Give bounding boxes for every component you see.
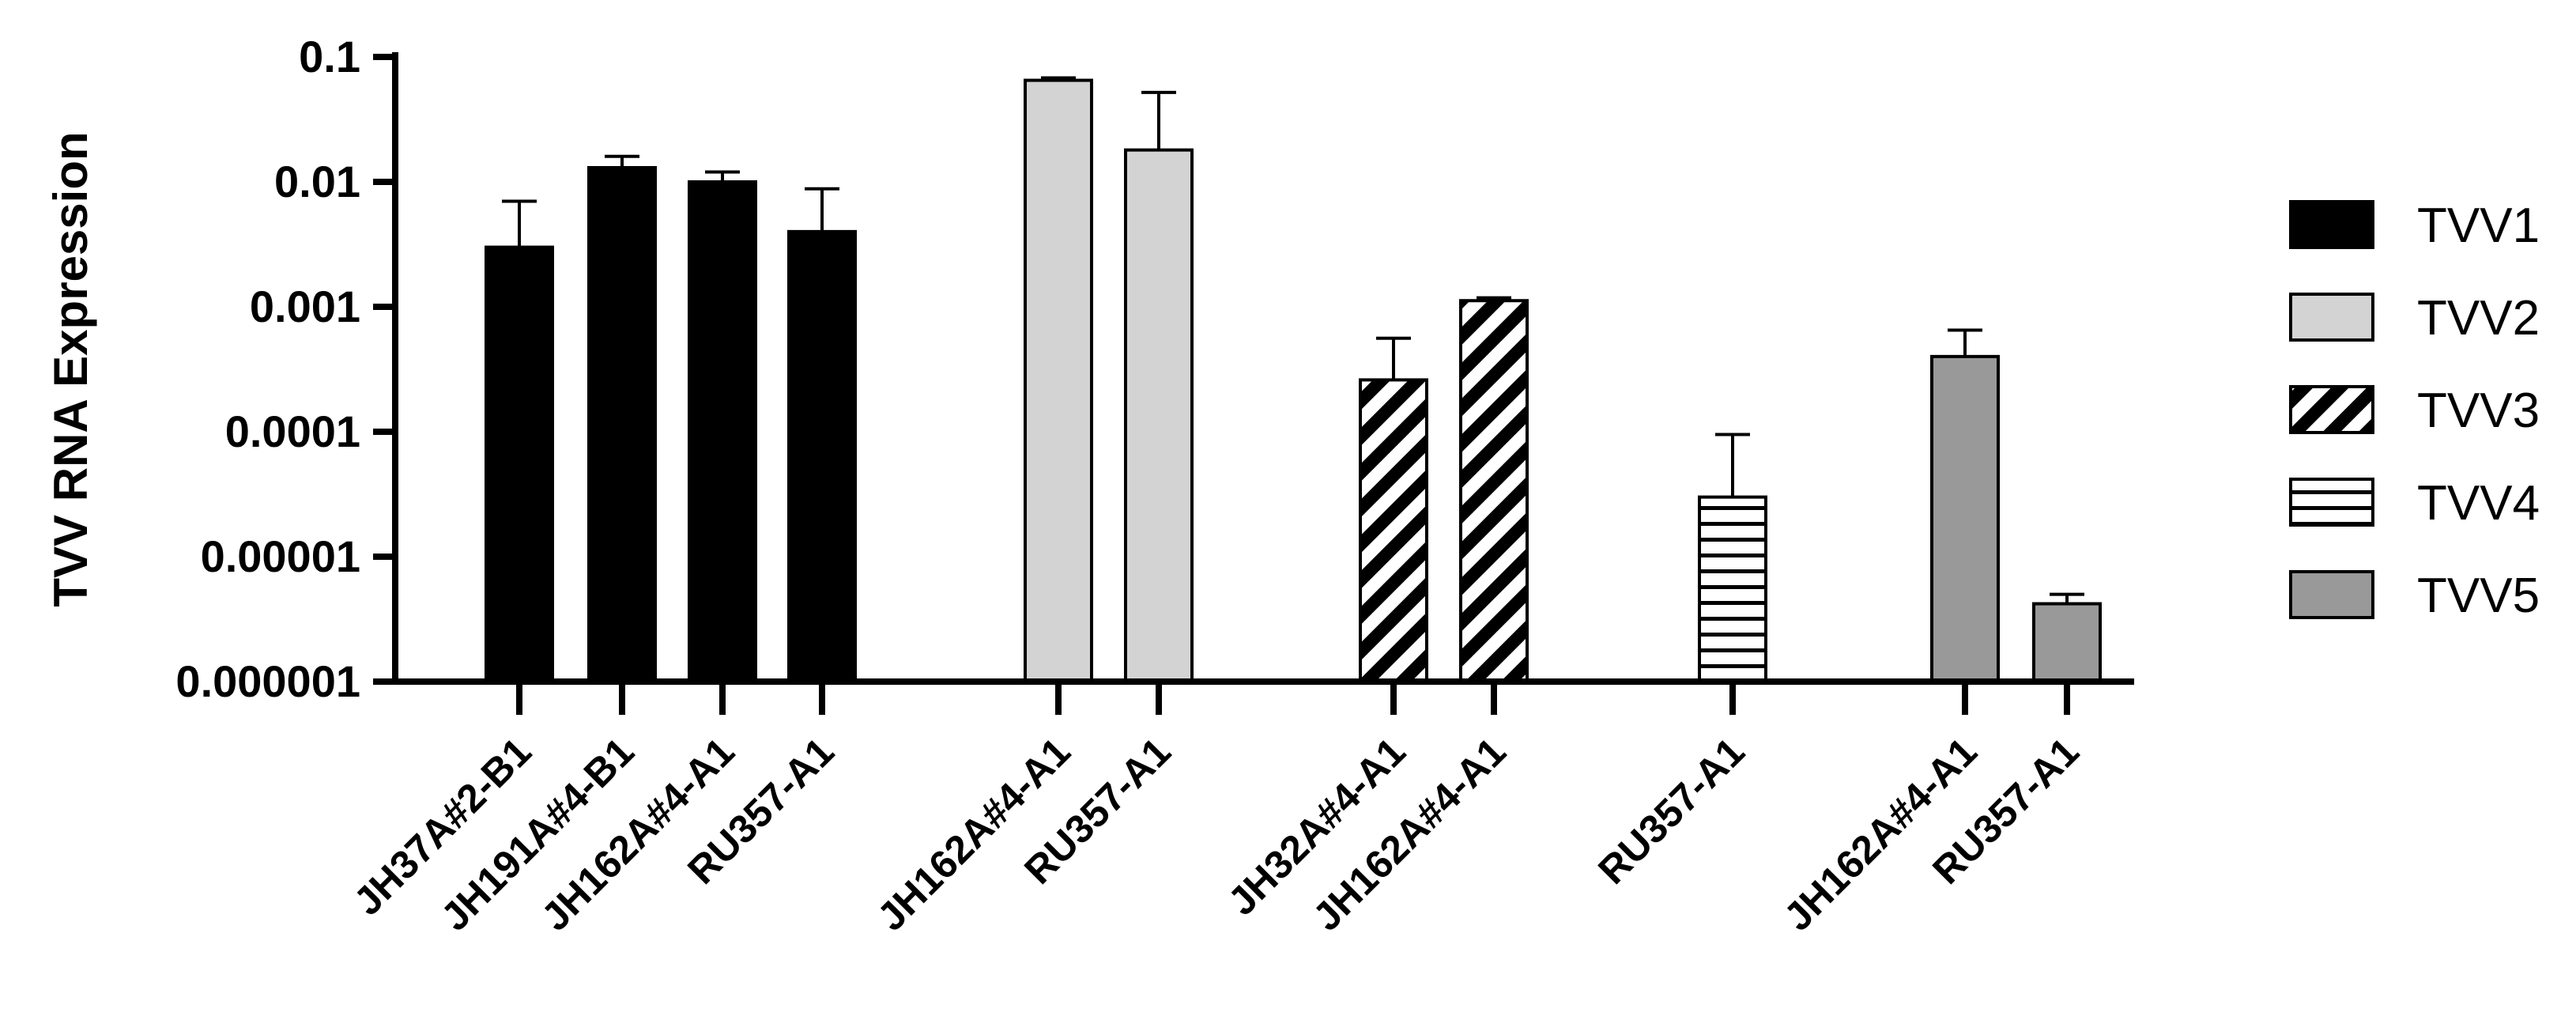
bar-tvv4-ru357-a1	[1698, 495, 1767, 684]
legend: TVV1 TVV2 TVV3 TVV4 TVV5	[2289, 198, 2540, 623]
bar-tvv3-jh32a-4-a1	[1359, 378, 1428, 683]
legend-label-tvv1: TVV1	[2417, 198, 2540, 253]
y-tick-label: 0.01	[274, 157, 360, 206]
y-tick-label: 0.000001	[175, 656, 360, 706]
bar-tvv5-jh162a-4-a1	[1930, 354, 2000, 683]
legend-label-tvv3: TVV3	[2417, 384, 2540, 438]
bar-tvv1-jh162a-4-a1	[688, 180, 757, 683]
plot-area: 0.1 0.01 0.001 0.0001 0.00001 0.000001 TVV RNA…	[44, 32, 2134, 939]
x-tick-label: JH37A#2-B1	[345, 729, 540, 924]
legend-swatch-tvv4	[2289, 478, 2374, 527]
legend-swatch-tvv5	[2289, 570, 2374, 619]
bar-tvv5-ru357-a1	[2032, 602, 2102, 683]
legend-label-tvv5: TVV5	[2417, 569, 2540, 623]
legend-swatch-tvv2	[2289, 293, 2374, 342]
legend-swatch-tvv1	[2289, 200, 2374, 249]
x-tick-label: RU357-A1	[1590, 729, 1753, 893]
bar-tvv1-jh37a-2-b1	[485, 245, 554, 683]
y-axis-title: TVV RNA Expression	[44, 131, 97, 606]
bar-tvv2-ru357-a1	[1124, 148, 1194, 684]
legend-label-tvv4: TVV4	[2417, 476, 2540, 531]
legend-swatch-tvv3	[2289, 385, 2374, 434]
bar-tvv1-jh191a-4-b1	[587, 165, 657, 683]
bar-tvv2-jh162a-4-a1	[1024, 78, 1093, 683]
y-tick-label: 0.1	[299, 32, 360, 81]
y-tick-label: 0.0001	[225, 406, 360, 456]
y-tick-label: 0.00001	[201, 531, 360, 581]
bar-tvv3-jh162a-4-a1	[1459, 299, 1529, 683]
y-tick-label: 0.001	[250, 282, 360, 331]
legend-label-tvv2: TVV2	[2417, 291, 2540, 346]
bar-tvv1-ru357-a1	[787, 229, 857, 683]
